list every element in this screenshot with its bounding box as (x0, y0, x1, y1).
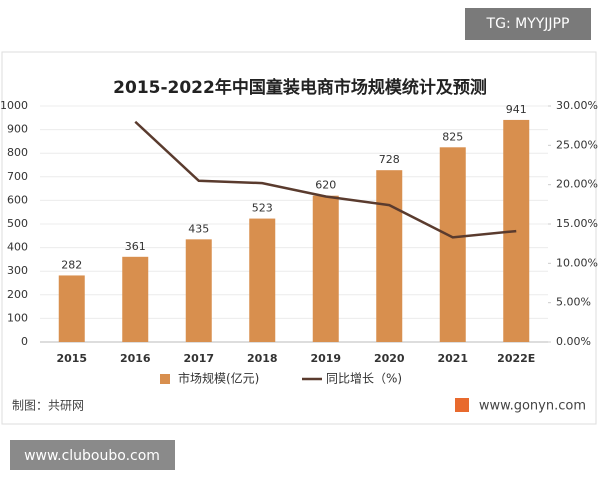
x-tick-label: 2018 (247, 352, 278, 365)
bar (376, 170, 403, 342)
x-tick-label: 2019 (310, 352, 341, 365)
watermark-box (465, 8, 591, 40)
x-tick-label: 2016 (120, 352, 151, 365)
footer-left: 制图：共研网 (12, 399, 84, 413)
bar (185, 239, 212, 342)
source-banner: www.cluboubo.com (24, 448, 160, 464)
y-tick-label: 400 (7, 241, 28, 254)
growth-line (134, 120, 517, 239)
y2-tick-label: 30.00% (556, 99, 598, 112)
y-tick-label: 800 (7, 146, 28, 159)
source-banner-box (10, 440, 175, 470)
bar-value-label: 941 (506, 103, 527, 116)
footer-right: www.gonyn.com (479, 399, 586, 414)
y-tick-label: 900 (7, 123, 28, 136)
x-tick-label: 2020 (374, 352, 405, 365)
y-tick-label: 500 (7, 217, 28, 230)
chart-panel (1, 51, 597, 425)
y2-tick-label: 10.00% (556, 256, 598, 269)
logo-icon (455, 398, 469, 412)
bar-value-label: 282 (61, 258, 82, 271)
bar (312, 195, 339, 342)
y2-tick-label: 20.00% (556, 178, 598, 191)
legend-swatch (160, 374, 170, 384)
legend-label: 同比增长（%) (326, 372, 402, 386)
x-tick-label: 2015 (56, 352, 87, 365)
y2-tick-label: 15.00% (556, 217, 598, 230)
y2-tick-label: 0.00% (556, 335, 591, 348)
bar-value-label: 825 (442, 130, 463, 143)
bar (58, 275, 85, 342)
x-tick-label: 2022E (497, 352, 535, 365)
bar-value-label: 728 (379, 153, 400, 166)
legend-label: 市场规模(亿元) (178, 371, 259, 386)
y-tick-label: 200 (7, 288, 28, 301)
x-tick-label: 2017 (183, 352, 214, 365)
y2-tick-label: 5.00% (556, 296, 591, 309)
bar-value-label: 523 (252, 202, 273, 215)
y2-tick-label: 25.00% (556, 138, 598, 151)
y-tick-label: 100 (7, 311, 28, 324)
bar (249, 218, 276, 342)
bar (439, 147, 466, 342)
bar-value-label: 435 (188, 222, 209, 235)
bar (122, 256, 149, 342)
y-tick-label: 300 (7, 264, 28, 277)
y-tick-label: 600 (7, 193, 28, 206)
bar-value-label: 620 (315, 179, 336, 192)
x-tick-label: 2021 (437, 352, 468, 365)
watermark: TG: MYYJJPP (486, 16, 570, 32)
chart-title: 2015-2022年中国童装电商市场规模统计及预测 (113, 77, 487, 98)
y-tick-label: 0 (21, 335, 28, 348)
bar-value-label: 361 (125, 240, 146, 253)
y-tick-label: 700 (7, 170, 28, 183)
y-tick-label: 1000 (0, 99, 28, 112)
